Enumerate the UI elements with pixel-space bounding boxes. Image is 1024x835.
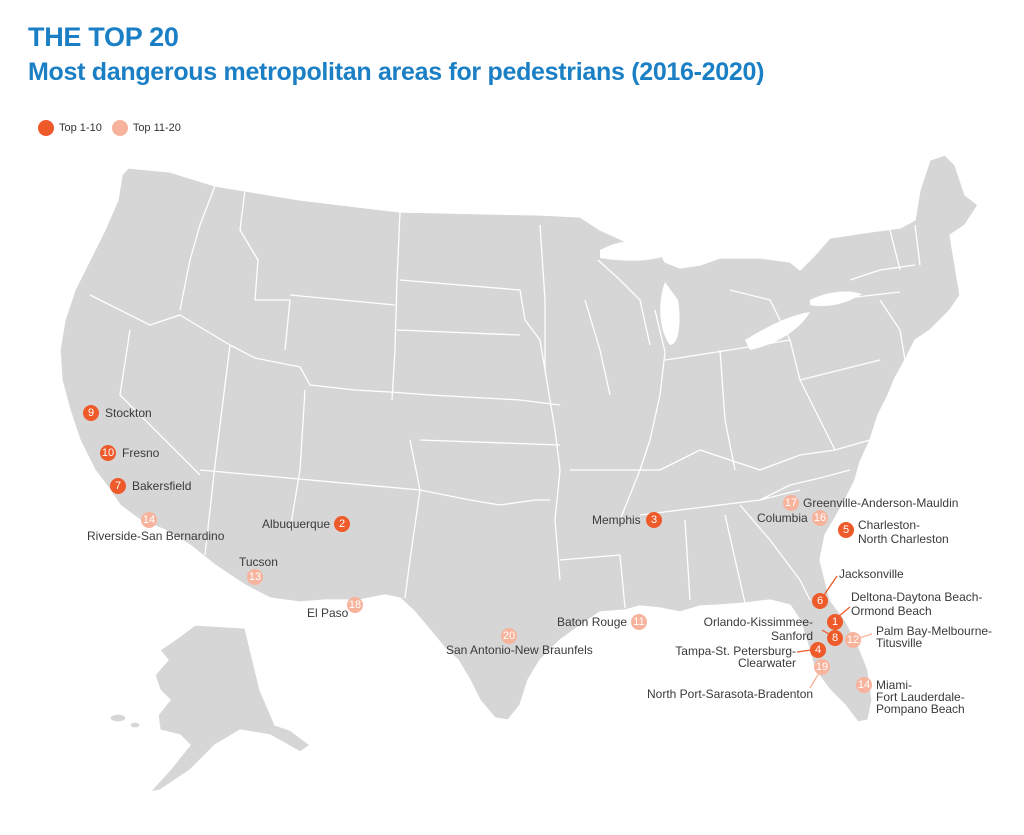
city-label: Fresno <box>122 446 160 460</box>
city-label: Jacksonville <box>839 567 904 581</box>
svg-text:10: 10 <box>102 447 114 459</box>
legend-label-top10: Top 1-10 <box>59 122 102 134</box>
svg-text:9: 9 <box>88 407 94 419</box>
marker-5[interactable]: 5 Charleston- North Charleston <box>838 518 949 546</box>
marker-11[interactable]: 11 Baton Rouge <box>557 614 647 630</box>
svg-text:12: 12 <box>847 634 859 646</box>
state-borders <box>89 185 921 609</box>
svg-text:16: 16 <box>814 512 826 524</box>
legend-label-top20: Top 11-20 <box>132 122 181 134</box>
marker-14-miami[interactable]: 14 Miami- Fort Lauderdale- Pompano Beach <box>856 677 965 716</box>
map-title: THE TOP 20 <box>28 22 179 52</box>
city-label: Ormond Beach <box>851 604 932 618</box>
map-subtitle: Most dangerous metropolitan areas for pe… <box>28 58 765 86</box>
city-label: Deltona-Daytona Beach- <box>851 590 982 604</box>
top20-dot-icon <box>111 120 128 136</box>
svg-text:4: 4 <box>815 644 821 656</box>
top10-dot-icon <box>38 120 54 136</box>
svg-text:11: 11 <box>633 616 644 628</box>
marker-4[interactable]: 4 Tampa-St. Petersburg- Clearwater <box>675 642 826 670</box>
city-label: North Charleston <box>858 532 949 546</box>
marker-2[interactable]: 2 Albuquerque <box>262 516 350 532</box>
svg-text:1: 1 <box>832 616 838 628</box>
svg-text:7: 7 <box>115 480 121 492</box>
marker-16[interactable]: 16 Columbia <box>757 510 828 526</box>
markers: 9 Stockton 10 Fresno 7 Bakersfield 14 Ri… <box>83 405 992 716</box>
land <box>59 154 979 793</box>
svg-text:19: 19 <box>816 661 828 673</box>
svg-text:2: 2 <box>339 518 345 530</box>
legend-item-top20: Top 11-20 <box>111 120 181 136</box>
svg-text:13: 13 <box>249 571 261 583</box>
city-label: Greenville-Anderson-Mauldin <box>803 496 958 510</box>
city-label: Orlando-Kissimmee- <box>704 615 813 629</box>
marker-14-riverside[interactable]: 14 Riverside-San Bernardino <box>87 512 225 543</box>
city-label: El Paso <box>307 606 349 620</box>
city-label: Clearwater <box>738 656 796 670</box>
city-label: Pompano Beach <box>876 702 965 716</box>
svg-text:8: 8 <box>832 632 838 644</box>
marker-19[interactable]: 19 North Port-Sarasota-Bradenton <box>647 659 830 701</box>
alaska-shape <box>149 624 311 793</box>
marker-13[interactable]: 13 Tucson <box>239 555 278 585</box>
city-label: Sanford <box>771 629 813 643</box>
city-label: Fort Lauderdale- <box>876 690 965 704</box>
marker-3[interactable]: 3 Memphis <box>592 512 662 528</box>
legend-item-top10: Top 1-10 <box>38 120 102 136</box>
city-label: Charleston- <box>858 518 920 532</box>
marker-1[interactable]: 1 Deltona-Daytona Beach- Ormond Beach <box>827 590 982 630</box>
city-label: Memphis <box>592 513 641 527</box>
legend: Top 1-10 Top 11-20 <box>38 120 191 136</box>
marker-10[interactable]: 10 Fresno <box>100 445 160 461</box>
city-label: Tampa-St. Petersburg- <box>675 644 796 658</box>
marker-6[interactable]: 6 Jacksonville <box>812 567 904 609</box>
marker-17[interactable]: 17 Greenville-Anderson-Mauldin <box>783 495 958 511</box>
city-label: Titusville <box>876 636 923 650</box>
marker-8[interactable]: 8 Orlando-Kissimmee- Sanford <box>704 615 843 646</box>
svg-text:14: 14 <box>143 514 155 526</box>
contiguous-us-shape <box>59 154 979 723</box>
svg-text:18: 18 <box>349 599 361 611</box>
city-label: Riverside-San Bernardino <box>87 529 225 543</box>
marker-7[interactable]: 7 Bakersfield <box>110 478 191 494</box>
city-label: Baton Rouge <box>557 615 627 629</box>
hawaii-shape <box>109 713 141 729</box>
city-label: Miami- <box>876 678 912 692</box>
city-label: Stockton <box>105 406 152 420</box>
svg-text:17: 17 <box>785 497 797 509</box>
marker-12[interactable]: 12 Palm Bay-Melbourne- Titusville <box>845 624 992 650</box>
great-lakes <box>600 241 862 350</box>
svg-text:3: 3 <box>651 514 657 526</box>
marker-9[interactable]: 9 Stockton <box>83 405 152 421</box>
city-label: Palm Bay-Melbourne- <box>876 624 992 638</box>
marker-18[interactable]: 18 El Paso <box>307 597 363 620</box>
city-label: North Port-Sarasota-Bradenton <box>647 687 813 701</box>
svg-text:14: 14 <box>858 679 870 691</box>
marker-20[interactable]: 20 San Antonio-New Braunfels <box>446 628 593 657</box>
svg-text:5: 5 <box>843 524 849 536</box>
svg-text:6: 6 <box>817 595 823 607</box>
city-label: Columbia <box>757 511 808 525</box>
city-label: Bakersfield <box>132 479 191 493</box>
city-label: Tucson <box>239 555 278 569</box>
city-label: Albuquerque <box>262 517 330 531</box>
svg-text:20: 20 <box>503 630 515 642</box>
city-label: San Antonio-New Braunfels <box>446 643 593 657</box>
